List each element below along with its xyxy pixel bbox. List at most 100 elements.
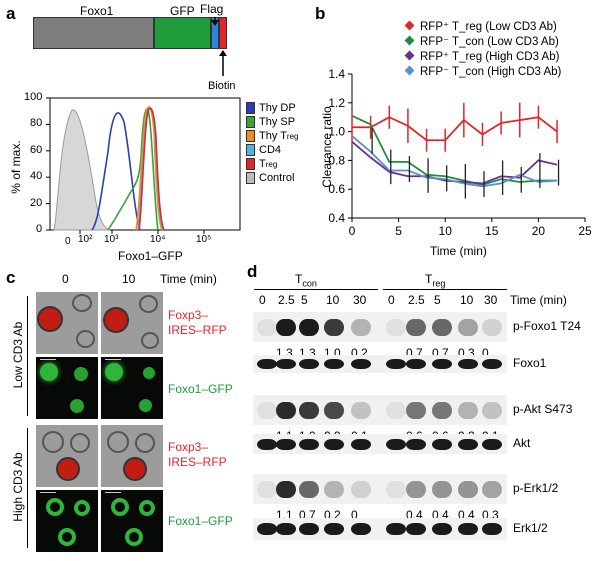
blot-band — [299, 319, 319, 336]
western-blot-strip — [253, 518, 507, 540]
clearance-ytick-label: 1.2 — [328, 96, 345, 110]
histogram-ytick-100: 100 — [24, 91, 43, 103]
clearance-xtick-label: 15 — [485, 224, 499, 238]
blot-band — [324, 481, 344, 498]
lane-time-label: 2.5 — [408, 293, 425, 307]
histogram-xtick-5: 10⁵ — [196, 234, 212, 245]
lane-time-label: 5 — [434, 293, 441, 307]
blot-band — [257, 319, 277, 336]
blot-band — [257, 359, 277, 369]
blot-band — [276, 319, 296, 336]
diamond-marker-icon — [404, 65, 415, 76]
micrograph-low-gfp-10min — [101, 357, 163, 419]
blot-band — [351, 481, 371, 498]
western-blot-strip — [253, 312, 507, 342]
clearance-ytick-label: 1.4 — [328, 67, 345, 81]
micrograph-low-rfp-10min — [101, 292, 163, 354]
blot-band — [299, 481, 319, 498]
construct-foxo1-label: Foxo1 — [80, 4, 114, 18]
construct-arrows — [211, 17, 227, 76]
construct-flag-label: Flag — [200, 2, 224, 16]
histogram-legend-label: Thy SP — [259, 116, 296, 128]
panel-c-row-label-rfp-low: Foxp3– IRES–RFP — [168, 308, 227, 337]
blot-band — [482, 523, 502, 535]
clearance-series-line — [351, 135, 558, 188]
histogram-legend-item: CD4 — [246, 143, 302, 157]
blot-band — [324, 359, 344, 369]
blot-quant-value: 0 — [351, 508, 358, 522]
panel-c-condition-low: Low CD3 Ab — [11, 321, 25, 389]
blot-label: Erk1/2 — [513, 521, 548, 535]
clearance-legend-label: RFP⁻ T_con (Low CD3 Ab) — [420, 35, 559, 48]
blot-band — [351, 523, 371, 535]
construct-biotin-label: Biotin — [208, 80, 236, 92]
micrograph-low-rfp-0min — [36, 292, 98, 354]
clearance-legend: RFP⁺ T_reg (Low CD3 Ab) RFP⁻ T_con (Low C… — [404, 18, 600, 78]
histogram-legend-label: Control — [259, 172, 295, 184]
clearance-xtick-label: 10 — [439, 224, 453, 238]
western-blot-strip — [253, 434, 507, 454]
blot-band — [386, 523, 406, 535]
legend-swatch-icon — [246, 144, 255, 156]
panel-c-row-label-rfp-high: Foxp3– IRES–RFP — [168, 440, 227, 469]
lane-time-label: 10 — [460, 293, 474, 307]
blot-band — [386, 319, 406, 336]
histogram-legend-label: Thy T — [259, 130, 287, 142]
clearance-ytick-label: 1.0 — [328, 125, 345, 139]
histogram-ytick-20: 20 — [30, 197, 43, 209]
blot-band — [351, 439, 371, 450]
blot-band — [406, 359, 426, 369]
western-blot-strip — [253, 355, 507, 373]
blot-band — [276, 402, 296, 419]
blot-label: Foxo1 — [513, 356, 547, 370]
panel-a-letter: a — [6, 4, 16, 23]
panel-d-time-unit: Time (min) — [510, 293, 567, 307]
histogram-legend-item: Control — [246, 171, 302, 185]
histogram-thy-dp-curve — [91, 112, 141, 231]
blot-band — [276, 439, 296, 450]
blot-band — [458, 319, 478, 336]
blot-band — [458, 359, 478, 369]
blot-band — [432, 481, 452, 498]
panel-c-row-label-gfp-high: Foxo1–GFP — [168, 514, 233, 528]
panel-d-group-treg: Treg — [425, 272, 446, 289]
panel-b-letter: b — [315, 4, 326, 23]
panel-c-time-10: 10 — [122, 272, 136, 286]
histogram-ytick-60: 60 — [30, 144, 43, 156]
clearance-ytick-label: 0.4 — [328, 211, 345, 225]
micrograph-high-rfp-0min — [36, 425, 98, 487]
histogram-legend-label: Thy DP — [259, 102, 296, 114]
blot-band — [386, 359, 406, 369]
blot-band — [482, 481, 502, 498]
clearance-xtick-label: 20 — [532, 224, 546, 238]
blot-band — [432, 359, 452, 369]
panel-c-letter: c — [6, 268, 16, 287]
histogram-legend-label: CD4 — [259, 144, 282, 156]
micrograph-high-gfp-0min — [36, 490, 98, 552]
histogram-treg-curve — [138, 107, 165, 231]
legend-swatch-icon — [246, 116, 255, 128]
clearance-ylabel: Clearance ratio — [320, 106, 334, 188]
blot-band — [351, 359, 371, 369]
blot-band — [257, 402, 277, 419]
blot-band — [386, 439, 406, 450]
clearance-legend-item: RFP⁻ T_con (High CD3 Ab) — [404, 63, 600, 78]
clearance-legend-item: RFP⁺ T_reg (Low CD3 Ab) — [404, 18, 600, 33]
histogram-xtick-4: 10⁴ — [150, 234, 166, 245]
blot-band — [257, 439, 277, 450]
histogram-legend-sub: reg — [286, 131, 299, 141]
western-blot-strip — [253, 395, 507, 425]
blot-band — [257, 481, 277, 498]
blot-band — [406, 439, 426, 450]
blot-band — [386, 481, 406, 498]
lane-time-label: 30 — [484, 293, 498, 307]
blot-band — [406, 319, 426, 336]
blot-band — [276, 481, 296, 498]
diamond-marker-icon — [404, 20, 415, 31]
histogram-xlabel: Foxo1–GFP — [118, 249, 183, 263]
clearance-legend-label: RFP⁻ T_con (High CD3 Ab) — [420, 65, 562, 78]
blot-band — [276, 359, 296, 369]
panel-c-low-bracket — [27, 296, 28, 416]
